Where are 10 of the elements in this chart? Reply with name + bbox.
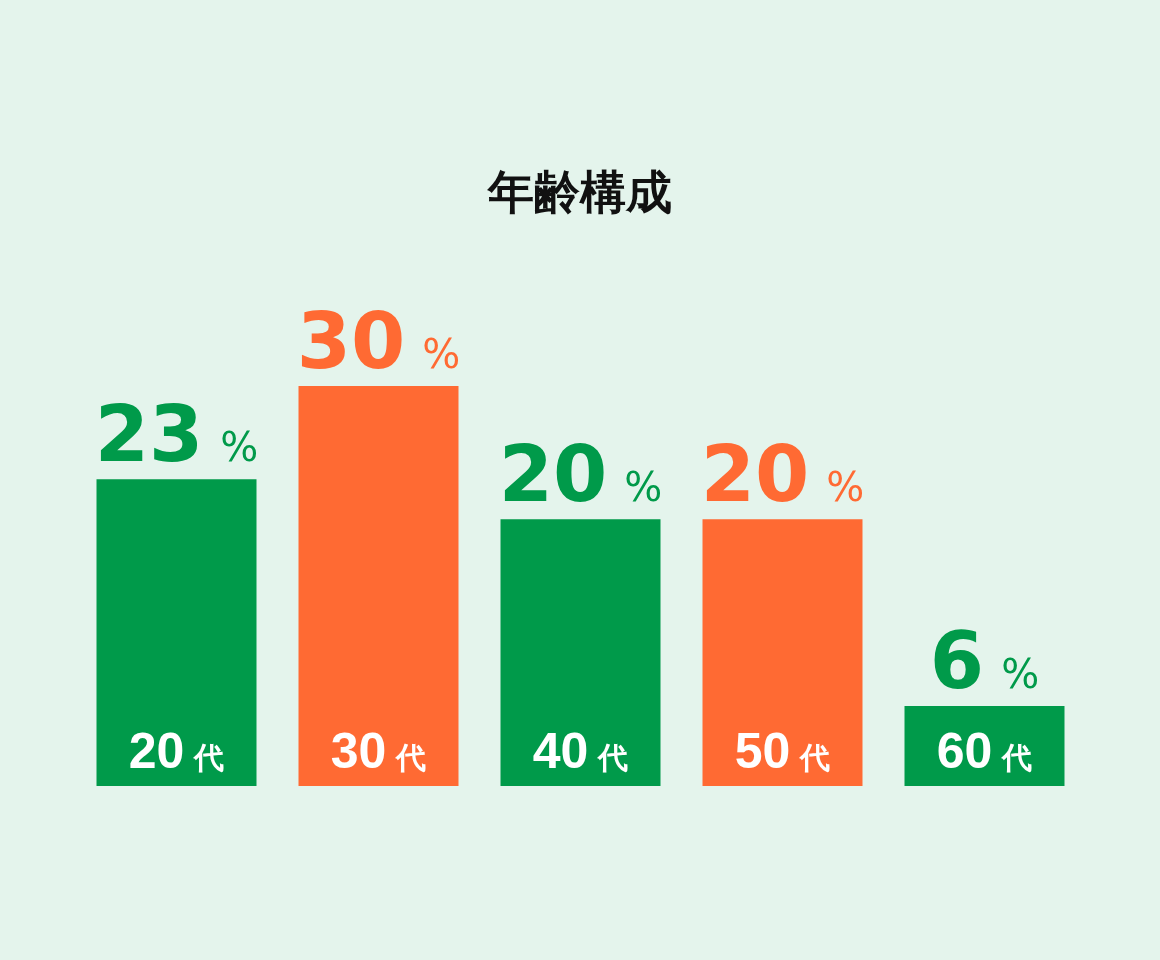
bar — [500, 519, 661, 786]
data-label: 20% — [700, 429, 865, 520]
data-label: 30% — [296, 296, 461, 386]
data-label: 20% — [498, 429, 663, 520]
bar — [702, 519, 863, 786]
chart-title: 年齢構成 — [486, 164, 673, 221]
bar — [96, 479, 257, 786]
data-label: 6% — [929, 616, 1040, 706]
bar — [298, 386, 459, 786]
data-label: 23% — [94, 389, 259, 480]
